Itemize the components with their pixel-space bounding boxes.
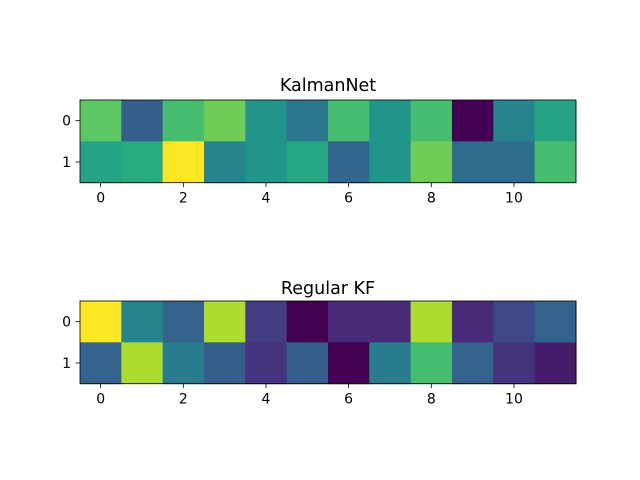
x-tick-label: 10 [505, 191, 523, 207]
heatmap-cell [286, 141, 329, 184]
heatmap-cell [369, 100, 412, 142]
heatmap-cell [286, 342, 329, 385]
x-tick-label: 0 [96, 191, 105, 207]
heatmap-cell [534, 100, 577, 142]
y-axis: 01 [62, 315, 80, 372]
x-tick-label: 6 [344, 392, 353, 408]
x-tick-label: 2 [179, 191, 188, 207]
heatmap-cell [493, 342, 536, 385]
heatmap-cells [80, 301, 577, 385]
heatmap-cell [203, 141, 246, 184]
heatmap-cell [80, 342, 122, 385]
heatmap-cell [80, 100, 122, 142]
x-tick-label: 4 [262, 191, 271, 207]
x-tick-label: 8 [427, 392, 436, 408]
heatmap-cell [327, 141, 370, 184]
heatmap-cell [493, 301, 536, 343]
heatmap-cell [369, 301, 412, 343]
x-axis: 0 2 4 6 8 10 [96, 182, 523, 207]
heatmap-cell [203, 301, 246, 343]
panel-title: KalmanNet [280, 76, 376, 96]
y-tick-label: 1 [62, 356, 71, 372]
y-tick-label: 0 [62, 114, 71, 130]
heatmap-cell [80, 141, 122, 184]
heatmap-cell [534, 141, 577, 184]
heatmap-panel-regular-kf: Regular KF 0 2 4 6 8 10 01 [62, 279, 577, 408]
x-axis: 0 2 4 6 8 10 [96, 383, 523, 408]
heatmap-cell [327, 100, 370, 142]
axes-frame [79, 300, 577, 385]
heatmap-cell [451, 141, 494, 184]
x-tick-label: 10 [505, 392, 523, 408]
heatmap-cell [121, 141, 164, 184]
heatmap-cell [451, 301, 494, 343]
y-tick-label: 0 [62, 315, 71, 331]
heatmap-cell [162, 301, 205, 343]
heatmap-cell [451, 342, 494, 385]
heatmap-cell [121, 301, 164, 343]
heatmap-cell [369, 141, 412, 184]
x-tick-label: 2 [179, 392, 188, 408]
heatmap-cell [121, 342, 164, 385]
heatmap-cell [286, 301, 329, 343]
heatmap-cell [534, 301, 577, 343]
heatmap-cell [493, 100, 536, 142]
heatmap-cell [80, 301, 122, 343]
heatmap-cell [410, 100, 453, 142]
heatmap-cell [286, 100, 329, 142]
heatmap-cell [162, 342, 205, 385]
heatmap-cell [245, 301, 288, 343]
heatmap-cell [245, 100, 288, 142]
heatmap-cell [162, 141, 205, 184]
heatmap-cell [369, 342, 412, 385]
x-tick-label: 8 [427, 191, 436, 207]
axes-frame [79, 99, 577, 184]
x-tick-label: 6 [344, 191, 353, 207]
panel-title: Regular KF [281, 279, 375, 299]
heatmap-cell [410, 141, 453, 184]
heatmap-cell [327, 301, 370, 343]
heatmap-panel-kalmannet: KalmanNet 0 2 4 6 8 10 01 [62, 76, 577, 207]
x-tick-label: 4 [262, 392, 271, 408]
heatmap-cell [327, 342, 370, 385]
heatmap-cell [451, 100, 494, 142]
heatmap-cells [80, 100, 577, 184]
heatmap-cell [121, 100, 164, 142]
heatmap-cell [245, 141, 288, 184]
x-tick-label: 0 [96, 392, 105, 408]
heatmap-cell [410, 301, 453, 343]
y-axis: 01 [62, 114, 80, 171]
heatmap-cell [410, 342, 453, 385]
heatmap-cell [534, 342, 577, 385]
heatmap-cell [162, 100, 205, 142]
heatmap-cell [203, 100, 246, 142]
heatmap-cell [245, 342, 288, 385]
heatmap-cell [203, 342, 246, 385]
y-tick-label: 1 [62, 155, 71, 171]
heatmap-cell [493, 141, 536, 184]
